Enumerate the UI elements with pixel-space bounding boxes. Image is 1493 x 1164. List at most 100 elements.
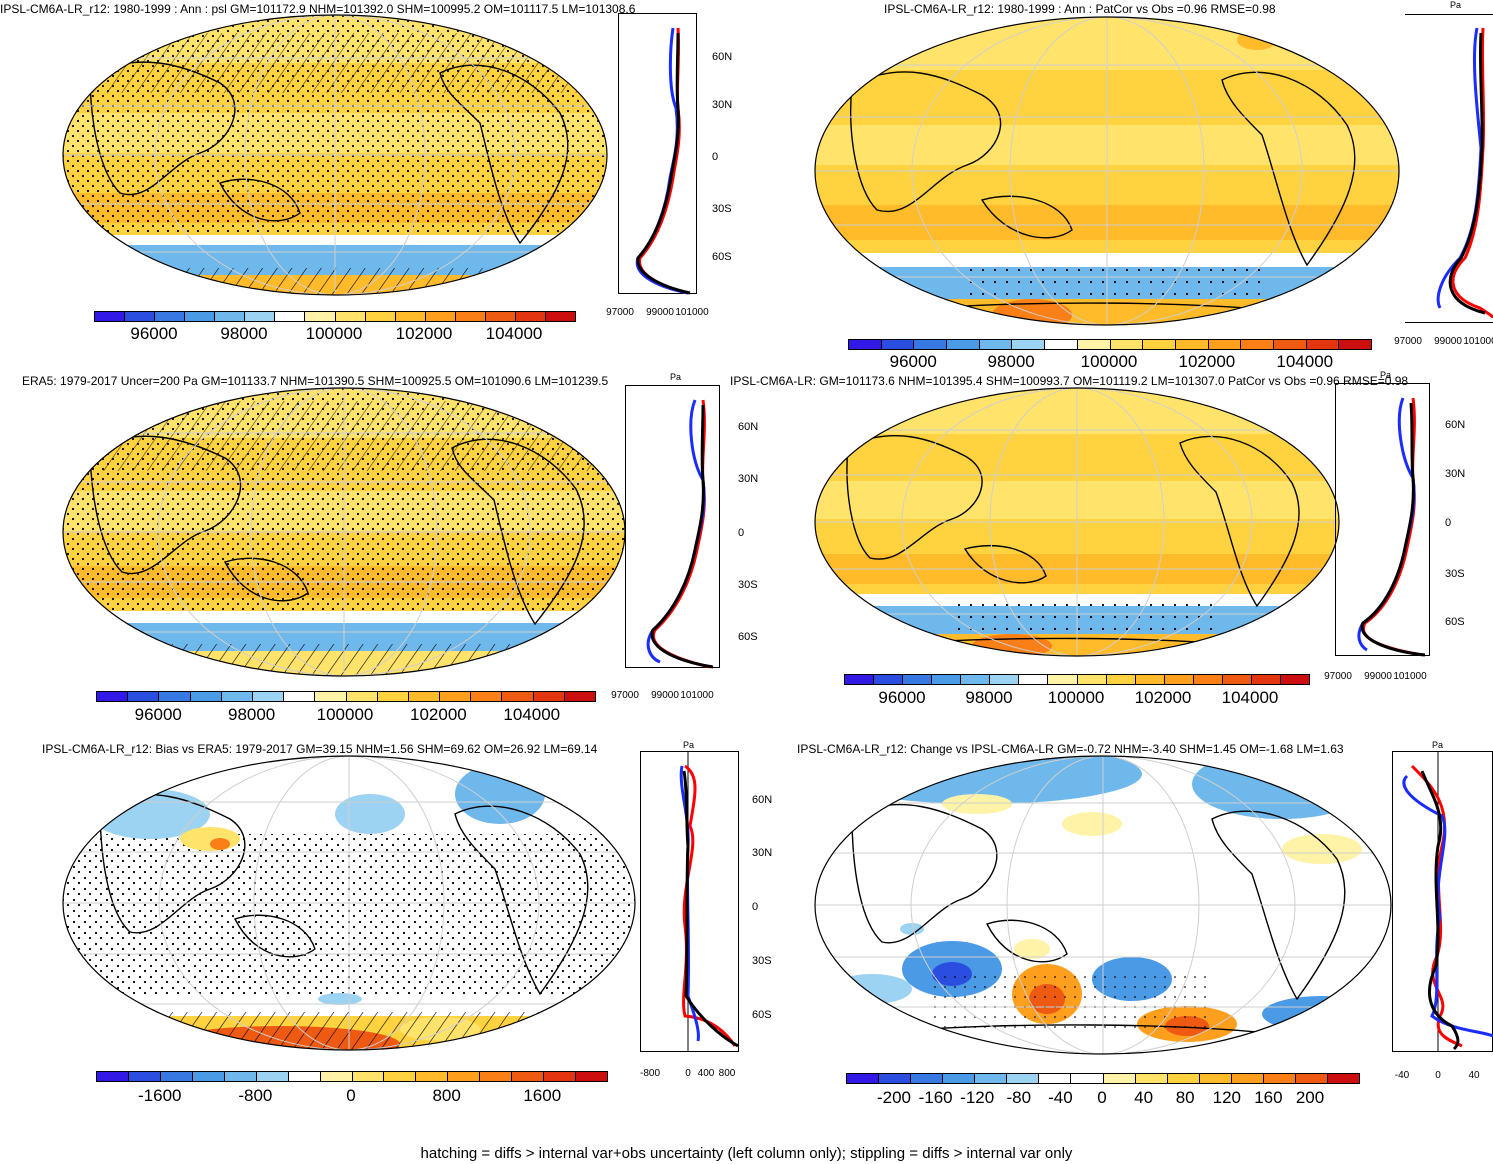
colorbar-swatch [224, 1072, 257, 1081]
lat-30s: 30S [738, 579, 758, 591]
colorbar-swatch [914, 340, 948, 349]
lat-60n: 60N [752, 794, 773, 806]
colorbar-swatch [847, 1074, 880, 1083]
tick: 0 [685, 1068, 691, 1079]
colorbar-swatch [346, 692, 378, 701]
colorbar-swatch [1103, 1074, 1136, 1083]
world-map-bias [62, 755, 636, 1051]
colorbar-swatch [1339, 340, 1371, 349]
unit-label: Pa [670, 372, 682, 382]
colorbar-swatch [879, 1074, 912, 1083]
unit-label: Pa [1450, 0, 1462, 10]
colorbar-swatch [1106, 675, 1136, 684]
colorbar-swatch [275, 312, 306, 321]
colorbar-swatch [1208, 340, 1242, 349]
colorbar-abs [844, 674, 1310, 685]
colorbar-swatch [425, 312, 456, 321]
lat-0: 0 [752, 901, 759, 913]
colorbar-swatch [215, 312, 246, 321]
colorbar-label: 98000 [220, 324, 268, 343]
colorbar-swatch [480, 1072, 513, 1081]
colorbar-label: 80 [1175, 1088, 1195, 1107]
lat-0: 0 [712, 151, 719, 163]
tick: 101000 [675, 307, 709, 318]
colorbar-label: 800 [432, 1086, 461, 1105]
colorbar-swatch [352, 1072, 385, 1081]
tick: 99000 [651, 690, 679, 701]
colorbar-swatch [947, 340, 980, 349]
colorbar-swatch [256, 1072, 289, 1081]
tick: 101000 [1393, 671, 1427, 682]
colorbar-swatch [911, 1074, 944, 1083]
colorbar-swatch [95, 312, 126, 321]
colorbar-label: 102000 [395, 324, 453, 343]
colorbar-swatch [1012, 340, 1046, 349]
colorbar-swatch [1175, 340, 1209, 349]
colorbar-swatch [448, 1072, 481, 1081]
colorbar-swatch [1071, 1074, 1104, 1083]
tick: 97000 [606, 307, 634, 318]
colorbar-swatch [245, 312, 276, 321]
colorbar-swatch [1110, 340, 1144, 349]
unit-label: Pa [683, 740, 695, 750]
panel-title: IPSL-CM6A-LR_r12: 1980-1999 : Ann : psl … [0, 2, 636, 16]
tick: 99000 [1434, 336, 1462, 347]
colorbar-swatch [192, 1072, 225, 1081]
lat-30s: 30S [1445, 568, 1465, 580]
tick: 99000 [646, 307, 674, 318]
colorbar-swatch [881, 340, 915, 349]
lat-30s: 30S [752, 955, 772, 967]
colorbar-swatch [485, 312, 516, 321]
tick: 97000 [611, 690, 639, 701]
colorbar-swatch [1164, 675, 1194, 684]
lat-60n: 60N [712, 51, 733, 63]
colorbar-label: 1600 [523, 1086, 562, 1105]
colorbar-swatch [221, 692, 253, 701]
panel-title: IPSL-CM6A-LR_r12: Bias vs ERA5: 1979-201… [42, 742, 598, 756]
colorbar-swatch [128, 1072, 161, 1081]
world-map-era5 [62, 387, 626, 677]
zonal-mean-plot [618, 13, 697, 295]
colorbar-swatch [1263, 1074, 1296, 1083]
colorbar-swatch [1251, 675, 1281, 684]
colorbar-swatch [284, 692, 316, 701]
lat-0: 0 [738, 527, 745, 539]
tick: -40 [1394, 1070, 1410, 1081]
colorbar-label: -1600 [138, 1086, 182, 1105]
colorbar-swatch [128, 692, 160, 701]
colorbar-label: 102000 [1178, 352, 1236, 371]
panel-title: IPSL-CM6A-LR: GM=101173.6 NHM=101395.4 S… [730, 374, 1409, 388]
colorbar-label: 160 [1254, 1088, 1283, 1107]
colorbar-swatch [845, 675, 875, 684]
colorbar-label: 96000 [130, 324, 178, 343]
colorbar-abs [96, 691, 596, 702]
colorbar-swatch [1048, 675, 1078, 684]
colorbar-swatch [190, 692, 222, 701]
colorbar-swatch [990, 675, 1020, 684]
colorbar-label: -160 [918, 1088, 953, 1107]
colorbar-swatch [533, 692, 565, 701]
colorbar-label: 104000 [1276, 352, 1334, 371]
colorbar-swatch [1295, 1074, 1328, 1083]
colorbar-swatch [315, 692, 347, 701]
colorbar-swatch [1306, 340, 1340, 349]
colorbar-swatch [544, 1072, 577, 1081]
lat-60n: 60N [738, 421, 759, 433]
colorbar-swatch [576, 1072, 607, 1081]
colorbar-swatch [1135, 1074, 1168, 1083]
world-map-patcor [814, 16, 1400, 326]
colorbar-swatch [1039, 1074, 1072, 1083]
colorbar-swatch [455, 312, 486, 321]
colorbar-swatch [1327, 1074, 1359, 1083]
colorbar-swatch [471, 692, 503, 701]
colorbar-label: 200 [1295, 1088, 1325, 1107]
colorbar-label: 40 [1134, 1088, 1154, 1107]
tick: 400 [697, 1068, 715, 1079]
colorbar-label: -800 [238, 1086, 273, 1105]
colorbar-swatch [159, 692, 191, 701]
tick: 101000 [1463, 336, 1493, 347]
lat-0: 0 [1445, 517, 1452, 529]
colorbar-swatch [440, 692, 472, 701]
colorbar-label: -80 [1006, 1088, 1032, 1107]
colorbar-change [846, 1073, 1360, 1084]
